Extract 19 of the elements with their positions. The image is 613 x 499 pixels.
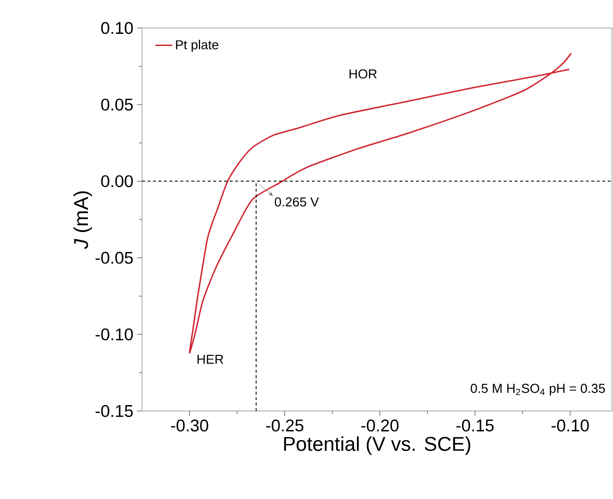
annotation: HER — [198, 354, 224, 364]
annotation: 0.5 M H$_{2}$SO$_{4}$ pH = 0.35 — [470, 384, 605, 396]
y-tick-label: -0.05 — [96, 252, 133, 264]
x-tick-label: -0.30 — [171, 420, 208, 432]
y-tick-label: -0.10 — [96, 328, 133, 340]
y-tick-label: 0.05 — [101, 98, 133, 111]
y-tick-label: -0.15 — [96, 405, 133, 417]
legend-label: Pt plate — [176, 40, 218, 52]
x-tick-label: -0.25 — [266, 420, 304, 432]
annotation: 0.265 V — [274, 197, 319, 207]
x-tick-label: -0.20 — [361, 420, 399, 432]
y-tick-label: 0.00 — [101, 175, 133, 188]
y-tick-label: 0.10 — [101, 22, 133, 34]
x-tick-label: -0.10 — [552, 420, 589, 432]
annotation: HOR — [350, 69, 377, 79]
line-series — [188, 52, 572, 354]
y-axis-title: J (mA) — [73, 191, 92, 249]
x-tick-label: -0.15 — [456, 420, 494, 432]
x-axis-title: Potential (V vs. SCE) — [284, 436, 470, 455]
